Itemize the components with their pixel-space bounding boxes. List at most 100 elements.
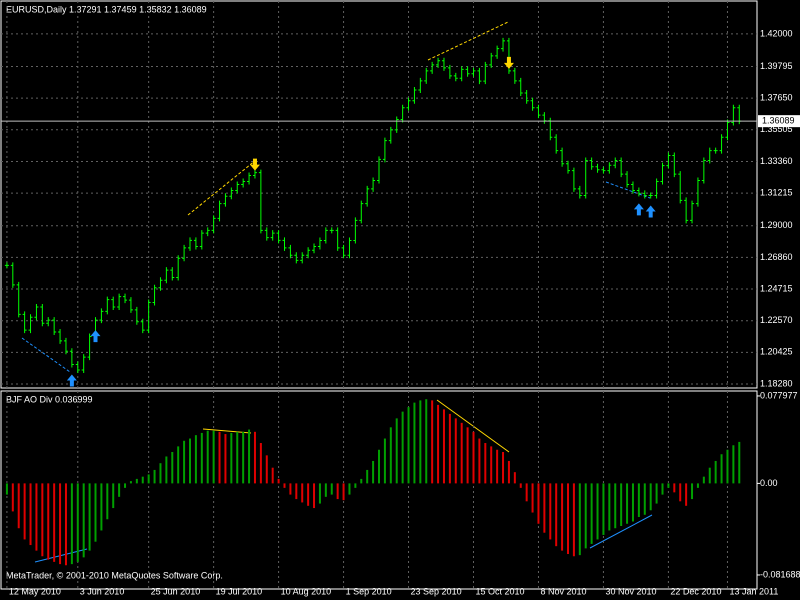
x-tick-label: 25 Jun 2010 [151,586,201,596]
price-bar [560,147,565,167]
x-tick-label: 3 Jun 2010 [80,586,125,596]
price-bar [205,227,210,237]
price-bar [134,306,139,325]
price-bar [713,147,718,154]
price-bar [111,296,116,310]
price-bar [28,314,33,334]
ao-frame [0,390,758,590]
price-bar [571,167,576,192]
price-bar [264,227,269,241]
price-bar [636,187,641,197]
price-bar [128,297,133,313]
y-tick-label: 1.39795 [760,61,793,71]
price-bar [678,171,683,204]
price-bar [288,244,293,259]
price-bar [731,104,736,126]
last-price-label: 1.36089 [762,116,795,126]
price-bar [489,52,494,68]
price-bar [146,299,151,334]
price-bar [642,190,647,199]
price-bar [276,230,281,244]
price-bar [400,104,405,123]
price-bar [117,293,122,310]
price-bar [105,296,110,315]
price-bar [583,157,588,199]
buy-arrow [633,203,644,216]
price-bar [46,317,51,327]
sell-arrow [503,56,514,69]
price-bar [406,97,411,111]
price-bar [87,333,92,361]
price-bar [63,337,68,355]
x-tick-label: 13 Jan 2011 [729,586,778,596]
price-bar [371,177,376,192]
price-bar [16,281,21,318]
price-bar [99,308,104,324]
price-bar [317,237,322,250]
price-bar [483,61,488,85]
x-tick-label: 22 Dec 2010 [670,586,721,596]
price-bar [223,193,228,207]
x-tick-label: 30 Nov 2010 [605,586,656,596]
y-tick-label: 1.37650 [760,92,793,102]
buy-arrow [90,330,101,343]
price-bar [430,61,435,74]
price-bar [524,89,529,104]
price-bar [471,67,476,77]
price-bar [22,311,27,334]
price-bar [329,227,334,234]
y-tick-label: 1.42000 [760,28,793,38]
price-bar [589,157,594,170]
price-bar [353,217,358,244]
buy-arrow [645,205,656,218]
price-bar [412,87,417,104]
price-bar [229,187,234,200]
price-bar [394,116,399,133]
price-bar [217,200,222,222]
y-tick-label: 1.22570 [760,315,793,325]
divergence [589,514,653,549]
price-bar [58,329,63,344]
price-frame [0,0,758,389]
x-tick-label: 23 Sep 2010 [411,586,462,596]
x-tick-label: 19 Jul 2010 [216,586,263,596]
price-bar [193,237,198,250]
price-bar [335,227,340,251]
x-tick-label: 12 May 2010 [9,586,61,596]
price-bar [258,169,263,234]
price-bar [619,157,624,178]
price-bar [247,172,252,185]
price-bar [140,318,145,334]
x-tick-label: 10 Aug 2010 [281,586,332,596]
price-bar [595,163,600,173]
price-bar [518,77,523,96]
price-bar [347,237,352,259]
x-tick-label: 8 Nov 2010 [540,586,586,596]
price-bar [359,200,364,224]
price-bar [495,45,500,59]
price-bar [613,157,618,169]
price-bar [418,77,423,94]
price-bar [294,252,299,264]
price-bar [441,57,446,71]
sell-arrow [249,158,260,171]
price-bar [436,57,441,68]
price-bar [52,317,57,336]
price-bar [465,66,470,77]
y-tick-label: 1.24715 [760,283,793,293]
price-bar [719,134,724,154]
buy-arrow [66,374,77,387]
price-bar [10,262,15,288]
y-tick-label: -0.081688 [760,569,800,579]
price-bar [453,72,458,82]
price-bar [170,267,175,281]
price-bar [424,67,429,84]
price-bar [81,354,86,373]
price-bar [607,162,612,174]
price-bar [601,166,606,174]
price-bar [660,162,665,185]
price-bar [176,255,181,281]
price-bar [158,277,163,291]
